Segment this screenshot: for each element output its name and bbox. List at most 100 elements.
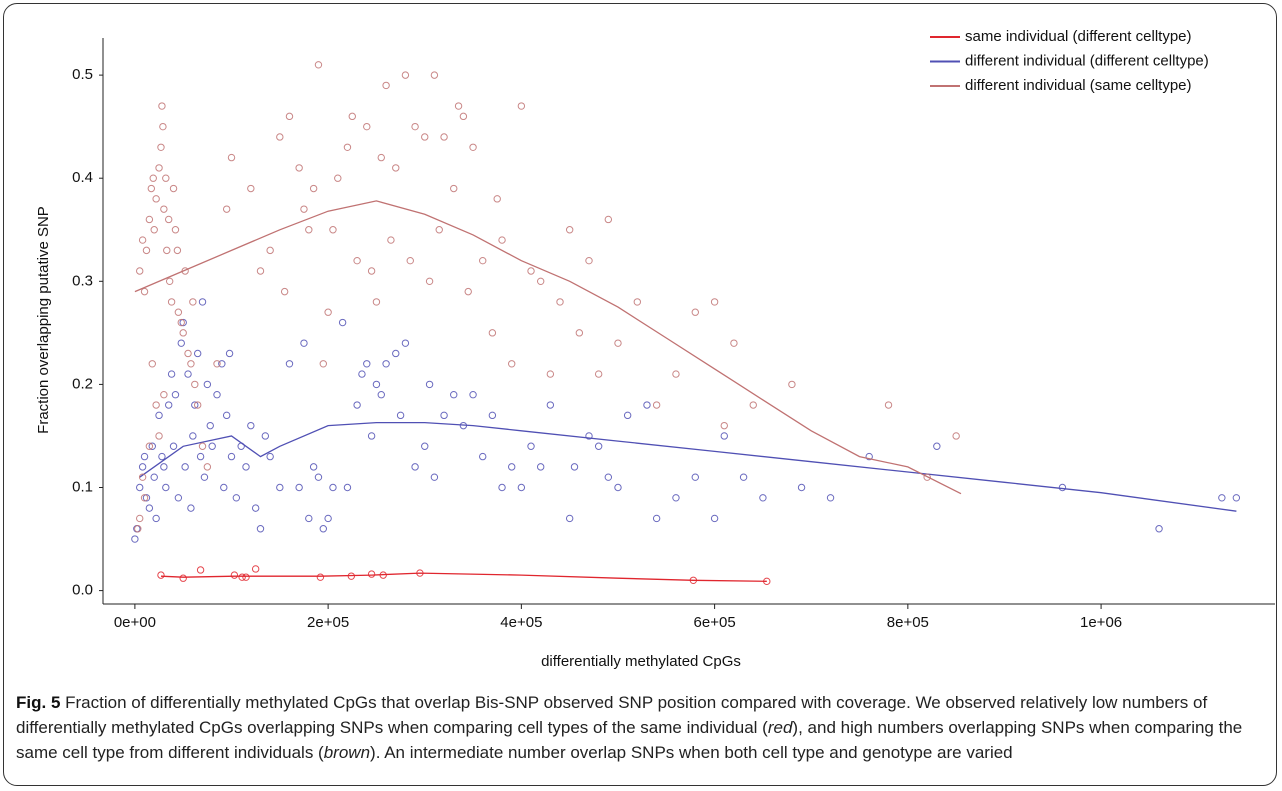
point (148, 360, 156, 368)
point (206, 421, 214, 430)
x-tick-label: 1e+06 (1080, 614, 1122, 631)
point (343, 143, 352, 151)
point (165, 401, 173, 409)
point (155, 164, 163, 172)
point (169, 442, 178, 450)
point (198, 298, 207, 306)
point (200, 473, 209, 481)
point (163, 246, 171, 255)
point (392, 349, 400, 358)
point (266, 246, 274, 255)
point (160, 391, 168, 399)
point (300, 205, 308, 213)
point (177, 339, 185, 347)
x-tick-label: 6e+05 (694, 614, 736, 631)
point (157, 143, 165, 151)
trend-line (139, 421, 1237, 512)
point (145, 215, 154, 224)
point (421, 442, 429, 450)
point (230, 571, 239, 579)
point (430, 473, 439, 481)
trend-line (134, 200, 962, 495)
point (498, 483, 506, 492)
point (788, 380, 796, 389)
point (348, 112, 356, 121)
point (196, 566, 205, 574)
point (149, 174, 157, 182)
point (488, 329, 497, 337)
point (363, 122, 371, 131)
point (1218, 494, 1226, 502)
point (276, 133, 284, 141)
point (1232, 494, 1241, 502)
point (222, 411, 231, 420)
point (508, 463, 516, 471)
point (372, 298, 381, 306)
point (256, 525, 265, 533)
point (1155, 525, 1163, 533)
point (247, 421, 255, 430)
point (469, 143, 477, 151)
point (167, 370, 176, 378)
point (136, 514, 144, 523)
point (479, 256, 487, 265)
point (710, 514, 719, 523)
point (179, 329, 187, 337)
point (220, 483, 228, 492)
point (319, 360, 327, 368)
point (208, 442, 216, 450)
point (152, 401, 160, 409)
point (923, 473, 931, 481)
point (643, 401, 651, 409)
point (672, 370, 680, 378)
point (343, 483, 352, 492)
point (479, 452, 487, 461)
point (401, 339, 410, 347)
point (162, 174, 170, 182)
point (203, 463, 212, 471)
point (826, 494, 835, 502)
point (142, 494, 151, 502)
point (517, 102, 526, 110)
x-tick-label: 4e+05 (500, 614, 542, 631)
point (158, 452, 166, 461)
point (189, 432, 197, 440)
point (251, 504, 260, 512)
point (367, 267, 376, 275)
point (377, 391, 385, 399)
point (691, 308, 699, 316)
point (213, 360, 221, 368)
point (556, 298, 564, 306)
point (546, 370, 555, 378)
point (314, 61, 323, 69)
caption-emphasis: brown (323, 743, 371, 762)
point (691, 473, 699, 481)
point (401, 71, 410, 79)
point (353, 256, 361, 265)
point (527, 442, 535, 450)
point (191, 380, 199, 389)
point (324, 308, 332, 316)
point (633, 298, 642, 306)
point (459, 112, 468, 121)
point (382, 81, 390, 90)
x-tick-label: 0e+00 (114, 614, 156, 631)
point (295, 164, 303, 172)
point (305, 514, 313, 523)
caption-emphasis: red (767, 718, 793, 737)
point (604, 473, 613, 481)
point (295, 483, 303, 492)
point (739, 473, 748, 481)
point (138, 473, 147, 481)
point (377, 153, 385, 162)
point (314, 473, 323, 481)
point (430, 71, 439, 79)
point (227, 153, 236, 162)
point (334, 174, 342, 182)
point (136, 483, 144, 492)
point (169, 184, 178, 193)
trend-line (160, 572, 767, 582)
point (227, 452, 236, 461)
point (585, 256, 593, 265)
